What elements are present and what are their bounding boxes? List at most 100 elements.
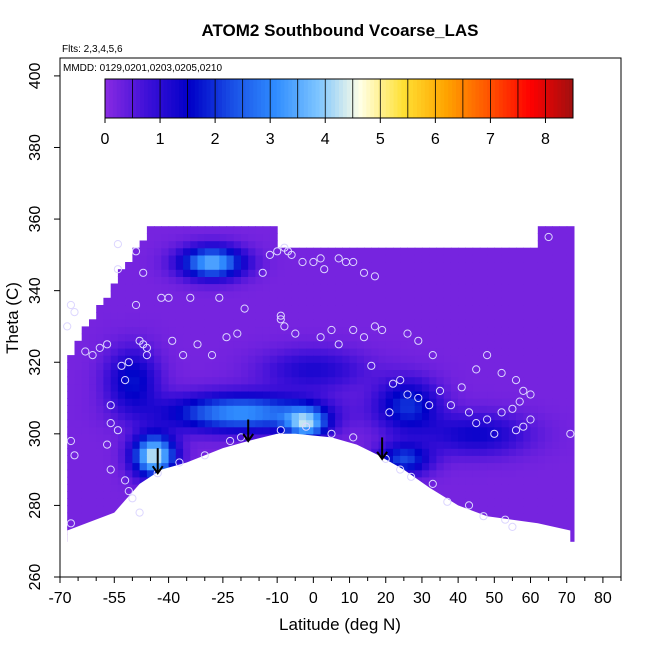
heat-cell [429, 262, 437, 270]
heat-cell [335, 355, 343, 363]
heat-cell [103, 347, 112, 356]
heat-cell [559, 383, 568, 392]
heat-cell [241, 254, 249, 263]
heat-cell [204, 297, 213, 306]
heat-cell [175, 297, 184, 306]
heat-cell [356, 305, 365, 313]
heat-cell [472, 340, 481, 349]
heat-cell [154, 390, 162, 399]
heat-cell [552, 491, 560, 499]
heat-cell [479, 476, 488, 485]
colorbar-swatch [257, 79, 262, 118]
heat-cell [103, 505, 112, 514]
heat-cell [219, 383, 228, 392]
heat-cell [226, 383, 235, 392]
heat-cell [327, 269, 336, 277]
heat-cell [190, 247, 199, 256]
heat-cell [262, 283, 271, 292]
heat-cell [465, 290, 474, 299]
heat-cell [226, 226, 235, 234]
heat-cell [545, 312, 553, 320]
heat-cell [248, 412, 256, 421]
heat-cell [393, 312, 401, 320]
heat-cell [132, 340, 141, 349]
heat-cell [183, 340, 191, 349]
heat-cell [407, 305, 416, 313]
heat-cell [559, 247, 568, 256]
heat-cell [96, 305, 104, 313]
heat-cell [537, 276, 546, 285]
x-tick-label: -25 [211, 590, 234, 607]
heat-cell [472, 412, 481, 421]
heat-cell [146, 240, 155, 249]
heat-cell [421, 319, 430, 328]
heat-cell [400, 305, 408, 313]
heat-cell [255, 412, 264, 421]
heat-cell [89, 340, 97, 349]
heat-cell [327, 262, 336, 270]
heat-cell [190, 226, 199, 234]
heat-cell [530, 319, 539, 328]
heat-cell [465, 419, 474, 428]
heat-cell [356, 297, 365, 306]
heat-cell [117, 398, 126, 406]
heat-cell [487, 319, 495, 328]
heat-cell [429, 333, 437, 342]
heat-cell [190, 262, 199, 270]
heat-cell [429, 405, 437, 413]
heat-cell [429, 362, 437, 370]
heat-cell [436, 362, 445, 370]
heat-cell [212, 333, 220, 342]
heat-cell [255, 398, 264, 406]
heat-cell [284, 305, 293, 313]
heat-cell [154, 441, 162, 449]
heat-cell [132, 290, 141, 299]
heat-cell [494, 319, 503, 328]
colorbar-swatch [108, 79, 114, 118]
heat-cell [537, 376, 546, 385]
heat-cell [537, 283, 546, 292]
heat-cell [566, 369, 575, 378]
heat-cell [248, 333, 256, 342]
heat-cell [154, 269, 162, 277]
heat-cell [81, 498, 90, 507]
heat-cell [139, 441, 148, 449]
heat-cell [284, 312, 293, 320]
heat-cell [508, 433, 517, 442]
heat-cell [385, 319, 394, 328]
heat-cell [132, 376, 141, 385]
heat-cell [516, 505, 524, 514]
heat-cell [472, 505, 481, 514]
colorbar-swatch [354, 79, 359, 118]
heat-cell [183, 426, 191, 435]
heat-cell [436, 405, 445, 413]
heat-cell [559, 297, 568, 306]
heat-cell [197, 376, 206, 385]
heat-cell [190, 347, 199, 356]
heat-cell [414, 262, 423, 270]
heat-cell [81, 383, 90, 392]
heat-cell [537, 433, 546, 442]
heat-cell [400, 441, 408, 449]
heat-cell [248, 226, 256, 234]
heat-cell [472, 347, 481, 356]
heat-cell [356, 290, 365, 299]
heat-cell [356, 262, 365, 270]
heat-cell [197, 326, 206, 335]
heat-cell [443, 355, 452, 363]
heat-cell [559, 276, 568, 285]
heat-cell [197, 369, 206, 378]
heat-cell [342, 390, 351, 399]
heat-cell [450, 412, 459, 421]
heat-cell [364, 405, 372, 413]
heat-cell [103, 312, 112, 320]
heat-cell [530, 326, 539, 335]
heat-cell [161, 269, 170, 277]
heat-cell [523, 362, 532, 370]
heat-cell [154, 340, 162, 349]
heat-cell [465, 376, 474, 385]
heat-cell [313, 283, 322, 292]
heat-cell [190, 305, 199, 313]
heat-cell [385, 347, 394, 356]
heat-cell [371, 340, 380, 349]
